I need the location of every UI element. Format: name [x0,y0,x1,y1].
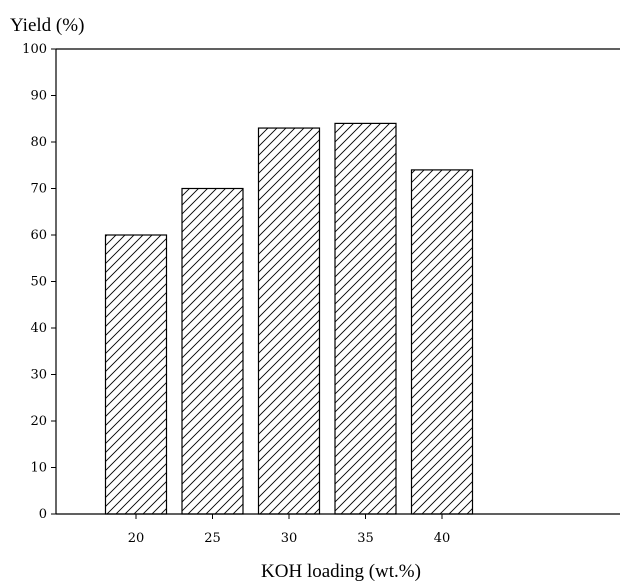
y-tick-label: 40 [30,321,47,336]
y-tick-label: 30 [30,368,47,383]
bar [410,169,474,515]
plot-area: 0 10 20 30 40 50 60 70 80 90 100 20 25 30 35 40 [22,42,620,546]
x-tick-label: 40 [434,531,451,546]
y-tick-label: 0 [39,507,47,522]
y-tick-label: 80 [30,135,47,150]
bar [334,122,397,515]
bar [257,127,321,515]
y-tick-label: 100 [22,42,47,57]
x-tick-label: 20 [128,531,145,546]
y-tick-label: 20 [30,414,47,429]
x-tick-label: 35 [357,531,374,546]
bar [104,234,168,515]
y-tick-label: 10 [30,461,47,476]
x-axis-label: KOH loading (wt.%) [261,561,421,581]
bar [181,187,244,515]
y-tick-label: 70 [30,182,47,197]
y-tick-label: 90 [30,89,47,104]
y-tick-label: 50 [30,275,47,290]
x-tick-label: 25 [204,531,221,546]
y-axis-label: Yield (%) [10,15,84,36]
y-tick-label: 60 [30,228,47,243]
x-tick-label: 30 [281,531,298,546]
